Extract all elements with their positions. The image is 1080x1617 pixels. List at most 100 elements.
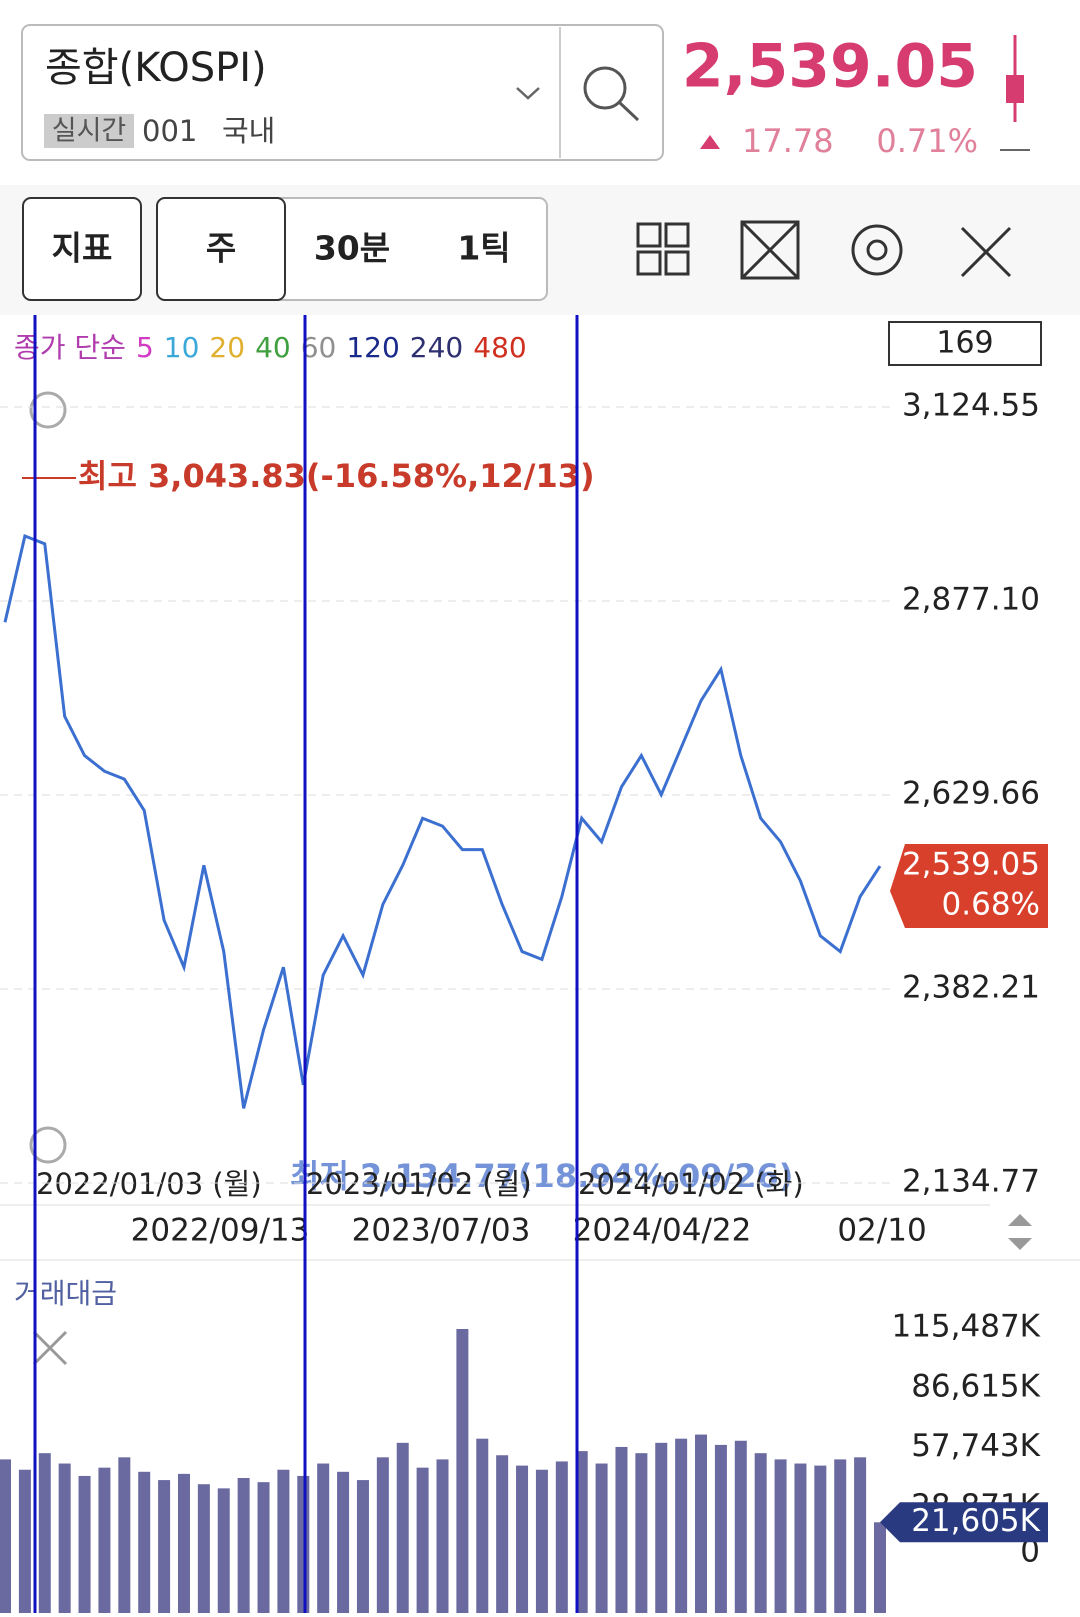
volume-bar	[356, 1480, 369, 1613]
volume-bar	[595, 1463, 608, 1613]
volume-bar	[675, 1438, 688, 1613]
candle-icon-body	[1006, 75, 1024, 103]
tool-icons[interactable]	[636, 220, 1012, 280]
volume-bar	[794, 1463, 807, 1613]
last-price-badge	[890, 844, 1048, 929]
ma-period: 5	[136, 331, 154, 364]
search-box[interactable]	[21, 24, 664, 161]
ma-period: 20	[209, 331, 245, 364]
up-arrow	[700, 135, 720, 149]
date-label: 2022/01/03 (월)	[36, 1167, 262, 1201]
volume-bar	[555, 1461, 568, 1613]
volume-bar	[874, 1522, 886, 1613]
badge: 실시간	[52, 116, 127, 147]
volume-bar	[456, 1329, 469, 1613]
volume-bar	[416, 1467, 429, 1613]
volume-bar	[197, 1484, 210, 1613]
volume-bar	[38, 1453, 51, 1613]
volume-bar	[496, 1455, 509, 1613]
search-icon[interactable]	[583, 66, 627, 110]
ma-period: 10	[164, 331, 200, 364]
volume-bar	[834, 1459, 847, 1613]
btn-label: 30분	[314, 229, 390, 268]
ma-legend-label: 종가 단순	[14, 331, 126, 364]
count: 169	[936, 326, 993, 361]
dropdown-icon[interactable]	[516, 87, 540, 100]
btn-label: 지표	[52, 229, 113, 268]
volume-bar	[138, 1471, 151, 1613]
volume-bar	[118, 1457, 131, 1613]
date-label: 2022/09/13	[131, 1213, 310, 1249]
volume-bar	[0, 1459, 11, 1613]
volume-bar	[714, 1444, 727, 1613]
y-tick-label: 2,877.10	[902, 582, 1040, 618]
btn-active[interactable]	[156, 197, 286, 301]
title: 종합(KOSPI)	[45, 45, 267, 91]
market: 국내	[222, 114, 275, 148]
high-annotation: 최고 3,043.83(-16.58%,12/13)	[78, 457, 595, 495]
close-icon[interactable]	[32, 1330, 68, 1366]
volume-bar	[575, 1451, 588, 1613]
date-label: 2023/01/02 (월)	[306, 1167, 532, 1201]
btn[interactable]	[22, 197, 142, 301]
volume-bar	[237, 1478, 250, 1613]
volume-bar	[655, 1442, 668, 1613]
btn-label: 주	[206, 229, 236, 268]
volume-bar	[98, 1467, 111, 1613]
volume-badge	[880, 1502, 1048, 1543]
volume-bar	[695, 1434, 708, 1613]
ma-period: 40	[255, 331, 291, 364]
code: 001	[142, 114, 197, 148]
volume-bar	[18, 1469, 31, 1613]
date-label: 2023/07/03	[352, 1213, 531, 1249]
zoom-out[interactable]	[29, 1126, 67, 1164]
date-axis	[0, 1205, 1080, 1260]
date-label: 02/10	[837, 1213, 926, 1249]
volume-bar	[78, 1475, 91, 1613]
volume-bar	[516, 1465, 529, 1613]
zoom-in[interactable]	[29, 391, 67, 429]
volume-bar	[854, 1457, 867, 1613]
price-line	[3, 533, 882, 1109]
scroll-icon[interactable]	[1008, 1214, 1032, 1250]
volume-bar	[257, 1482, 270, 1613]
volume-bar	[734, 1440, 747, 1613]
btn-label: 1틱	[457, 229, 510, 268]
count-box	[888, 321, 1042, 366]
badge-bg	[44, 114, 134, 148]
y-tick-label: 2,134.77	[902, 1164, 1040, 1200]
volume-bar	[58, 1463, 71, 1613]
volume-bar	[754, 1453, 767, 1613]
volume-bar	[158, 1480, 171, 1613]
ma-period: 240	[410, 331, 463, 364]
volume-bar	[217, 1488, 230, 1613]
volume-bar	[376, 1457, 389, 1613]
search-icon-handle	[618, 101, 640, 122]
volume-bar	[635, 1453, 648, 1613]
volume-tick-label: 0	[1020, 1534, 1040, 1570]
volume-bar	[297, 1475, 310, 1613]
volume-bar	[774, 1459, 787, 1613]
volume-bar	[337, 1471, 350, 1613]
volume-bar	[277, 1469, 290, 1613]
price: 2,539.05	[682, 32, 978, 102]
volume-bar	[317, 1463, 330, 1613]
last-price: 2,539.05	[902, 847, 1040, 883]
volume-tick-label: 86,615K	[911, 1368, 1040, 1404]
date-label: 2024/04/22	[573, 1213, 752, 1249]
volume-bar	[535, 1469, 548, 1613]
ma-period: 120	[346, 331, 399, 364]
low-annotation: 최저 2,134.77(18.94%,09/26)	[290, 1157, 793, 1195]
volume-bar	[814, 1465, 827, 1613]
last-change: 0.68%	[942, 887, 1040, 923]
ma-period: 60	[301, 331, 337, 364]
volume-bar	[396, 1442, 409, 1613]
date-label: 2024/01/02 (화)	[578, 1167, 804, 1201]
volume-bar	[436, 1459, 449, 1613]
volume-title: 거래대금	[14, 1277, 117, 1310]
volume-bar	[177, 1473, 190, 1613]
y-tick-label: 3,124.55	[902, 388, 1040, 424]
volume-bar	[476, 1438, 489, 1613]
